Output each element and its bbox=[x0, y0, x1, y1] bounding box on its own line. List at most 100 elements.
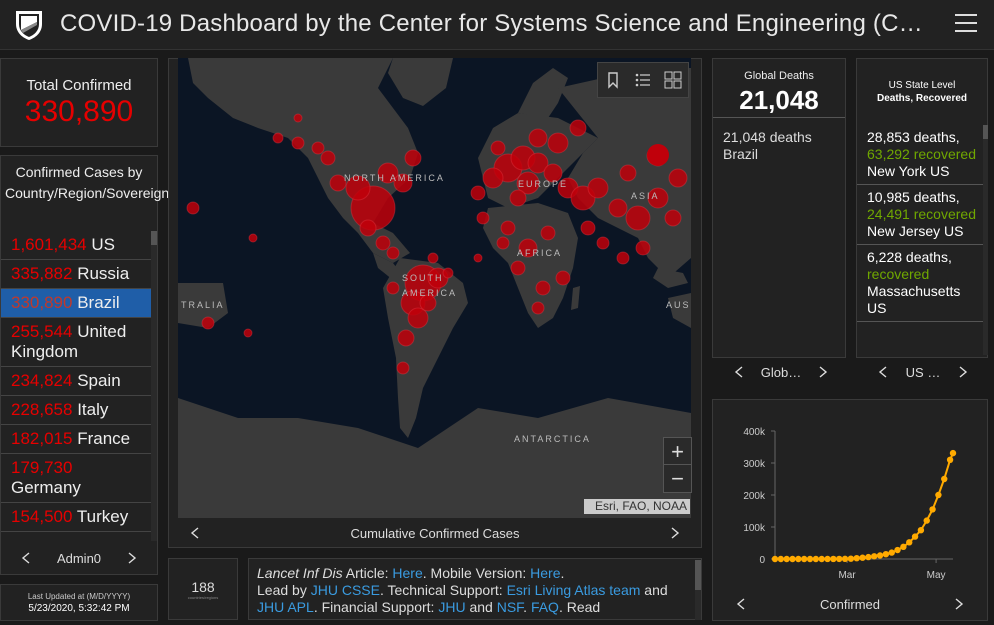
info-scrollbar[interactable] bbox=[695, 560, 701, 620]
world-map[interactable] bbox=[178, 58, 691, 518]
chevron-left-icon[interactable] bbox=[21, 552, 31, 564]
case-marker-dot[interactable] bbox=[509, 189, 527, 207]
legend-list-icon[interactable] bbox=[634, 71, 652, 89]
case-marker-dot[interactable] bbox=[528, 128, 548, 148]
chart-point[interactable] bbox=[789, 555, 796, 563]
country-list-item[interactable]: 228,658 Italy bbox=[1, 396, 151, 425]
country-list-scrollbar[interactable] bbox=[151, 231, 157, 541]
case-marker-dot[interactable] bbox=[516, 171, 540, 195]
chart-point[interactable] bbox=[853, 555, 860, 562]
case-marker-dot[interactable] bbox=[596, 236, 610, 250]
case-marker-dot[interactable] bbox=[482, 167, 504, 189]
jhu-apl-link[interactable]: JHU APL bbox=[257, 599, 314, 615]
case-marker-dot[interactable] bbox=[476, 211, 490, 225]
case-marker-dot[interactable] bbox=[404, 149, 422, 167]
case-marker-dot[interactable] bbox=[569, 119, 587, 137]
case-marker-dot[interactable] bbox=[386, 246, 400, 260]
chart-point[interactable] bbox=[894, 546, 901, 554]
faq-link[interactable]: FAQ bbox=[530, 599, 559, 615]
chart-point[interactable] bbox=[888, 549, 895, 556]
country-list-item[interactable]: 179,730 Germany bbox=[1, 454, 151, 503]
nsf-link[interactable]: NSF bbox=[496, 599, 524, 615]
case-marker-dot[interactable] bbox=[386, 281, 400, 295]
chart-point[interactable] bbox=[824, 555, 831, 563]
case-marker-dot[interactable] bbox=[535, 280, 551, 296]
chevron-left-icon[interactable] bbox=[736, 598, 746, 610]
case-marker-dot[interactable] bbox=[647, 144, 669, 166]
case-marker-dot[interactable] bbox=[345, 175, 371, 201]
case-marker-dot[interactable] bbox=[329, 174, 347, 192]
case-marker-dot[interactable] bbox=[608, 198, 628, 218]
case-marker-dot[interactable] bbox=[397, 329, 415, 347]
case-marker-dot[interactable] bbox=[490, 140, 506, 156]
case-marker-dot[interactable] bbox=[375, 235, 391, 251]
case-marker-dot[interactable] bbox=[293, 113, 303, 123]
case-marker-dot[interactable] bbox=[587, 177, 609, 199]
mobile-version-link[interactable]: Here bbox=[530, 565, 561, 581]
case-marker-dot[interactable] bbox=[243, 328, 253, 338]
case-marker-dot[interactable] bbox=[473, 253, 483, 263]
zoom-out-button[interactable]: − bbox=[671, 466, 684, 491]
chart-point[interactable] bbox=[771, 555, 779, 563]
us-state-scrollbar[interactable] bbox=[983, 125, 988, 355]
case-marker-dot[interactable] bbox=[442, 267, 454, 279]
case-marker-dot[interactable] bbox=[427, 252, 439, 264]
chart-point[interactable] bbox=[865, 553, 872, 561]
chart-point[interactable] bbox=[911, 533, 919, 540]
case-marker-dot[interactable] bbox=[311, 141, 325, 155]
chart-point[interactable] bbox=[859, 554, 866, 561]
chart-point[interactable] bbox=[906, 539, 913, 546]
us-state-list-item[interactable]: 10,985 deaths, 24,491 recovered New Jerse… bbox=[857, 185, 983, 245]
chart-point[interactable] bbox=[882, 551, 890, 558]
case-marker-dot[interactable] bbox=[359, 219, 377, 237]
chart-point[interactable] bbox=[830, 555, 837, 563]
chevron-left-icon[interactable] bbox=[190, 527, 200, 539]
chart-point[interactable] bbox=[935, 491, 942, 499]
case-marker-dot[interactable] bbox=[510, 260, 526, 276]
world-map-canvas[interactable] bbox=[178, 58, 691, 518]
case-marker-dot[interactable] bbox=[518, 238, 538, 258]
basemap-gallery-icon[interactable] bbox=[664, 71, 682, 89]
case-marker-dot[interactable] bbox=[531, 301, 545, 315]
case-marker-dot[interactable] bbox=[619, 164, 637, 182]
case-marker-dot[interactable] bbox=[527, 152, 549, 174]
case-marker-dot[interactable] bbox=[547, 132, 569, 154]
country-list-item[interactable]: 335,882 Russia bbox=[1, 260, 151, 289]
chart-point[interactable] bbox=[800, 555, 808, 563]
case-marker-dot[interactable] bbox=[272, 132, 284, 144]
hamburger-menu-icon[interactable] bbox=[955, 14, 977, 34]
chart-point[interactable] bbox=[949, 449, 957, 457]
chevron-right-icon[interactable] bbox=[818, 366, 828, 378]
chart-point[interactable] bbox=[835, 555, 843, 563]
chevron-right-icon[interactable] bbox=[958, 366, 968, 378]
chart-point[interactable] bbox=[847, 555, 855, 562]
chart-point[interactable] bbox=[812, 555, 820, 563]
chart-point[interactable] bbox=[871, 553, 878, 560]
case-marker-dot[interactable] bbox=[580, 220, 596, 236]
country-list-item[interactable]: 234,824 Spain bbox=[1, 367, 151, 396]
chart-point[interactable] bbox=[806, 555, 814, 563]
article-link[interactable]: Here bbox=[392, 565, 423, 581]
country-list-item[interactable]: 255,544 United Kingdom bbox=[1, 318, 151, 367]
case-marker-dot[interactable] bbox=[500, 220, 516, 236]
case-marker-dot[interactable] bbox=[291, 136, 305, 150]
country-list-item[interactable]: 330,890 Brazil bbox=[1, 289, 151, 318]
chart-point[interactable] bbox=[929, 506, 936, 513]
case-marker-dot[interactable] bbox=[419, 294, 437, 312]
case-marker-dot[interactable] bbox=[543, 163, 563, 183]
country-list-item[interactable]: 1,601,434 US bbox=[1, 231, 151, 260]
country-list-item[interactable]: 154,500 Turkey bbox=[1, 503, 151, 532]
case-marker-dot[interactable] bbox=[186, 201, 200, 215]
chart-point[interactable] bbox=[941, 475, 948, 483]
chart-point[interactable] bbox=[795, 555, 802, 563]
case-marker-dot[interactable] bbox=[320, 150, 336, 166]
case-marker-dot[interactable] bbox=[393, 173, 413, 193]
chart-point[interactable] bbox=[917, 527, 925, 534]
chevron-right-icon[interactable] bbox=[954, 598, 964, 610]
case-marker-dot[interactable] bbox=[407, 307, 429, 329]
esri-living-atlas-link[interactable]: Esri Living Atlas team bbox=[506, 582, 641, 598]
chart-point[interactable] bbox=[900, 543, 907, 551]
case-marker-dot[interactable] bbox=[201, 316, 215, 330]
case-marker-dot[interactable] bbox=[396, 361, 410, 375]
zoom-in-button[interactable]: + bbox=[664, 438, 691, 465]
